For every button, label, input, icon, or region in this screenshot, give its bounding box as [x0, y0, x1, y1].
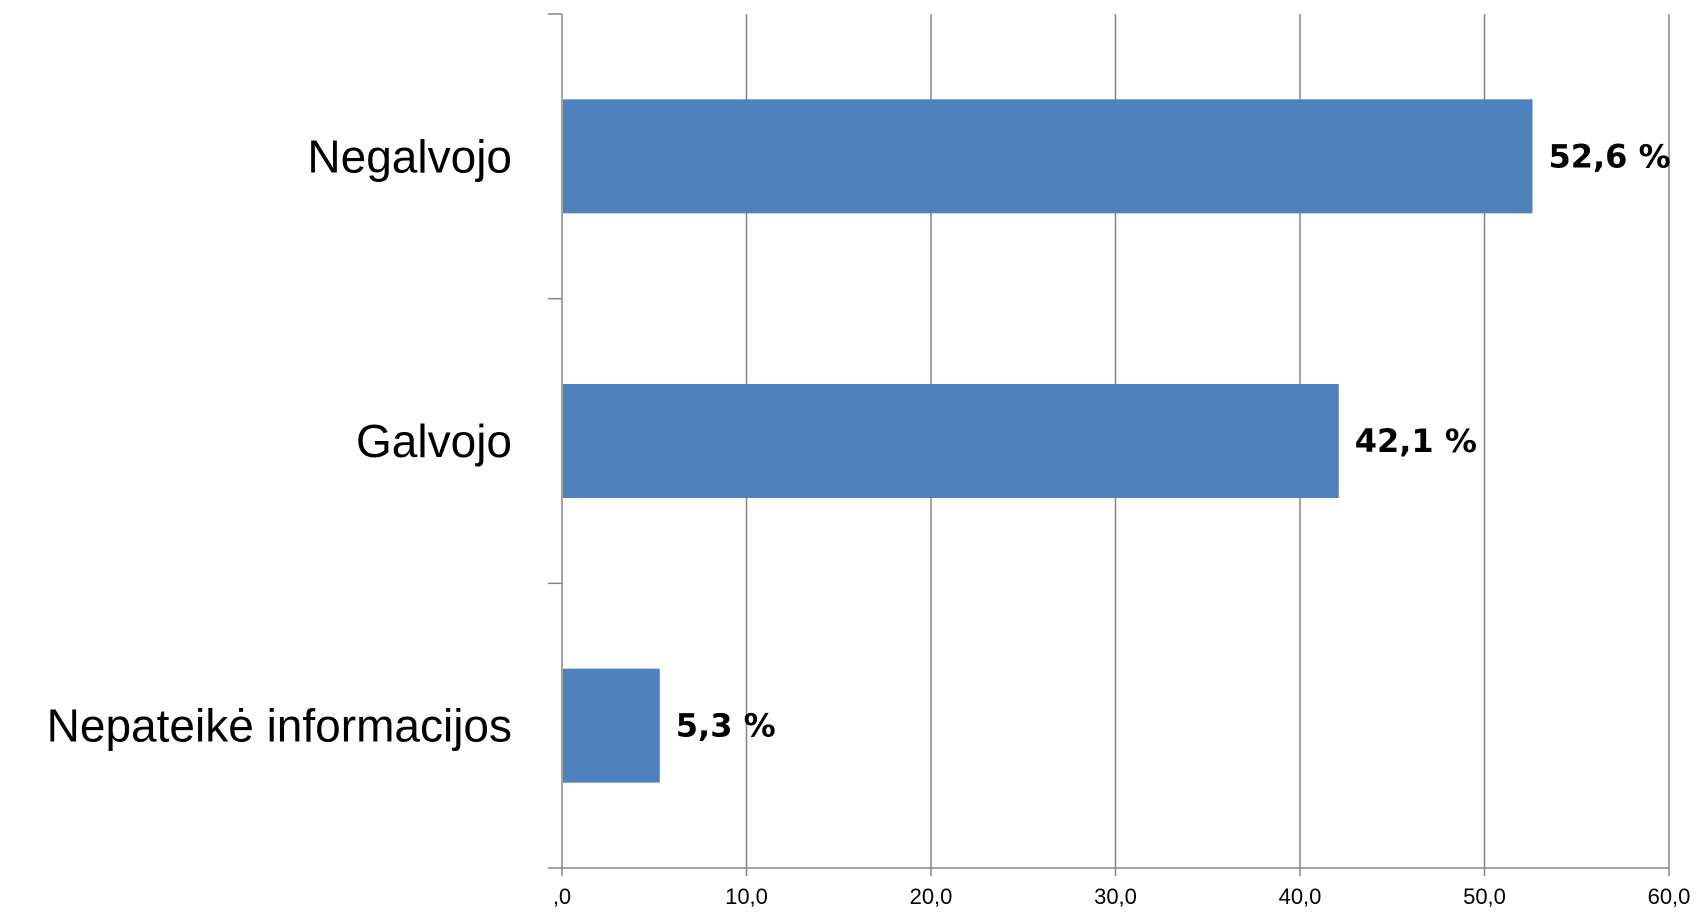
- x-tick-label: ,0: [553, 884, 571, 909]
- x-tick-label: 30,0: [1094, 884, 1137, 909]
- category-label: Nepateikė informacijos: [47, 700, 512, 752]
- data-label: 42,1 %: [1355, 422, 1477, 460]
- bars: [563, 99, 1533, 783]
- bar: [563, 99, 1533, 214]
- x-tick-label: 60,0: [1648, 884, 1691, 909]
- category-label: Galvojo: [356, 415, 512, 467]
- bar: [563, 668, 660, 783]
- category-label: Negalvojo: [307, 130, 512, 182]
- x-tick-label: 10,0: [725, 884, 768, 909]
- x-tick-label: 50,0: [1463, 884, 1506, 909]
- data-label: 52,6 %: [1548, 137, 1670, 175]
- x-tick-label: 40,0: [1279, 884, 1322, 909]
- bar: [563, 384, 1339, 498]
- x-tick-label: 20,0: [910, 884, 953, 909]
- labels: ,0 10,0 20,0 30,0 40,0 50,0 60,0 52,6 % Negalvoj…: [47, 130, 1691, 909]
- axes: [548, 13, 1670, 876]
- data-label: 5,3 %: [676, 707, 776, 745]
